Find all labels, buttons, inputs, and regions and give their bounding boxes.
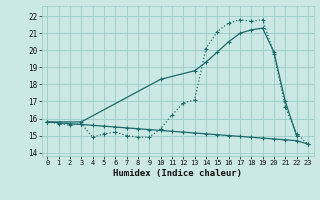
X-axis label: Humidex (Indice chaleur): Humidex (Indice chaleur) <box>113 169 242 178</box>
